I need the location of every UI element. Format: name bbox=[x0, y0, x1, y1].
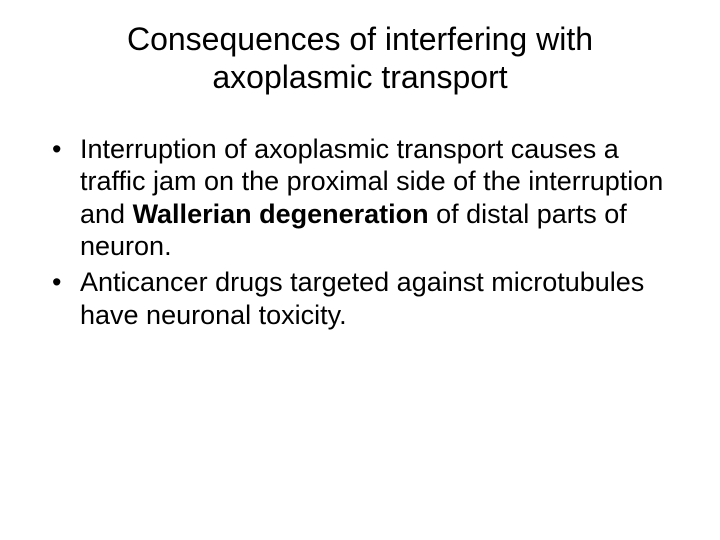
bullet-text: Anticancer drugs targeted against microt… bbox=[80, 267, 644, 329]
bullet-text-bold: Wallerian degeneration bbox=[133, 199, 429, 229]
bullet-list: Interruption of axoplasmic transport cau… bbox=[40, 133, 680, 331]
bullet-item: Anticancer drugs targeted against microt… bbox=[52, 266, 680, 331]
slide-title: Consequences of interfering with axoplas… bbox=[40, 20, 680, 97]
bullet-item: Interruption of axoplasmic transport cau… bbox=[52, 133, 680, 263]
